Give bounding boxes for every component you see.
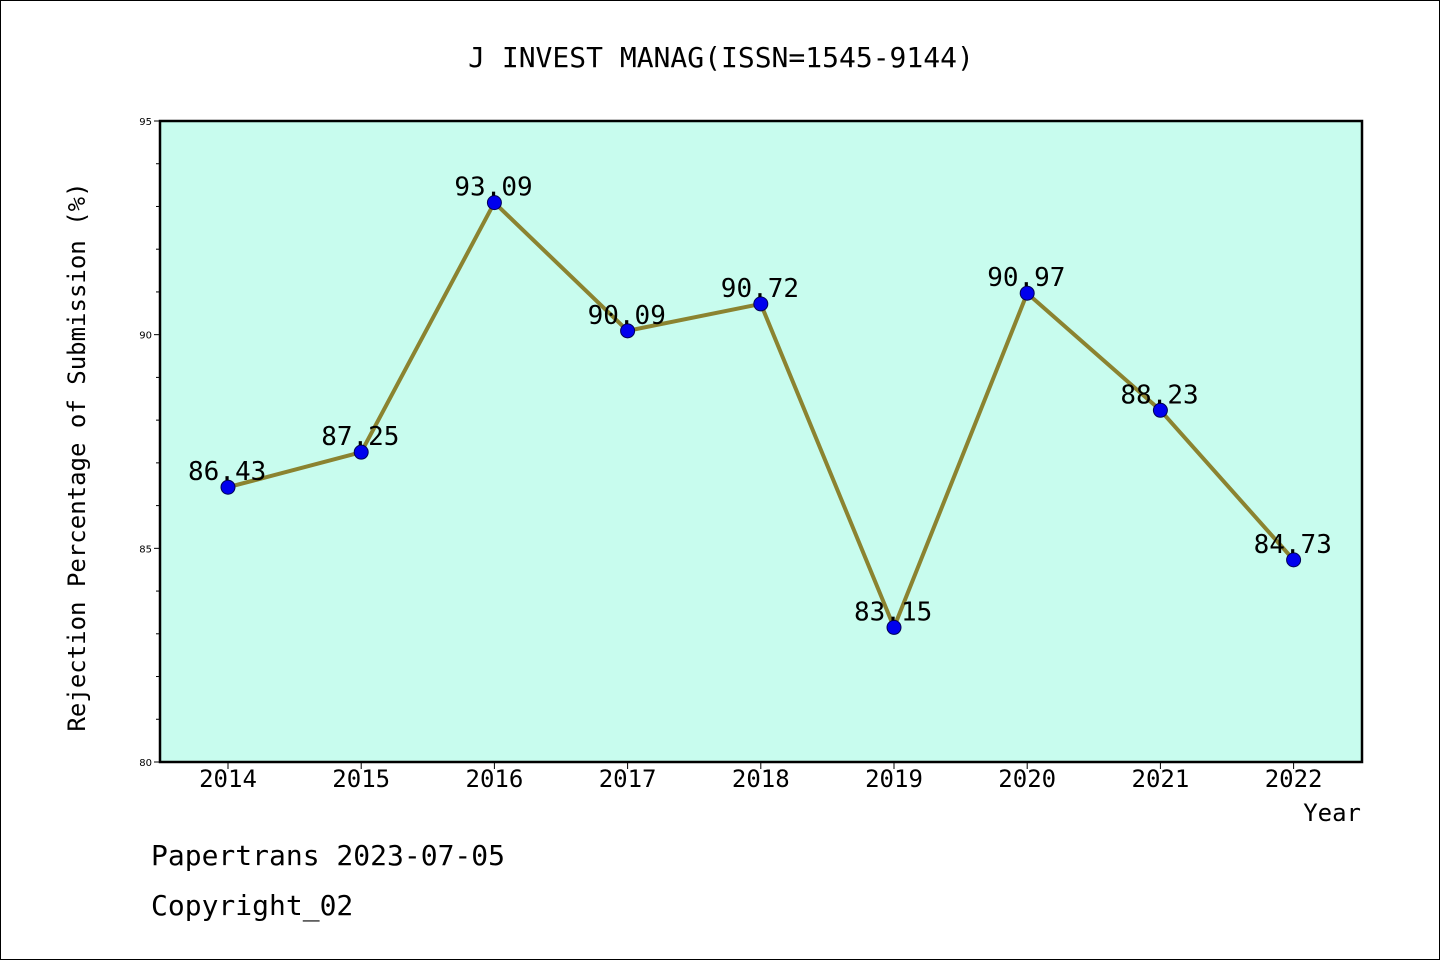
footer-copyright: Copyright_02 (151, 889, 353, 923)
data-point (620, 323, 636, 339)
x-tick-label: 2016 (466, 765, 524, 793)
data-point (1286, 552, 1302, 568)
y-tick-label: 95 (139, 117, 152, 128)
y-tick-label: 80 (139, 758, 152, 769)
data-point (220, 479, 236, 495)
plot-area (158, 119, 1364, 764)
data-label: 87.25 (321, 422, 399, 452)
data-point (353, 444, 369, 460)
series-layer: 86.43 87.25 93.09 90.09 90.72 83.15 90.97 88.23… (188, 173, 1332, 635)
data-label: 90.09 (588, 301, 666, 331)
x-axis-label: Year (1303, 799, 1361, 827)
data-point (753, 296, 769, 312)
footer-date: Papertrans 2023-07-05 (151, 839, 505, 872)
data-label: 88.23 (1120, 380, 1198, 410)
x-tick-label: 2015 (332, 765, 390, 793)
chart-title: J INVEST MANAG(ISSN=1545-9144) (468, 41, 974, 74)
data-point (486, 195, 502, 211)
data-label: 83.15 (854, 597, 932, 627)
y-axis: 80 85 90 95 (139, 117, 160, 769)
x-axis: 2014 2015 2016 2017 2018 2019 2020 2021 2022 (199, 762, 1322, 793)
data-point (1019, 285, 1035, 301)
x-tick-label: 2014 (199, 765, 257, 793)
y-axis-label: Rejection Percentage of Submission (%) (63, 182, 91, 731)
x-tick-label: 2021 (1132, 765, 1190, 793)
y-tick-label: 90 (139, 331, 152, 342)
data-label: 90.97 (987, 263, 1065, 293)
x-tick-label: 2022 (1265, 765, 1323, 793)
x-tick-label: 2017 (599, 765, 657, 793)
data-label: 90.72 (721, 274, 799, 304)
data-point (1152, 402, 1168, 418)
y-tick-label: 85 (139, 544, 152, 555)
x-tick-label: 2018 (732, 765, 790, 793)
data-point (886, 619, 902, 635)
data-label: 93.09 (454, 173, 532, 203)
x-tick-label: 2019 (865, 765, 923, 793)
x-tick-label: 2020 (998, 765, 1056, 793)
data-label: 86.43 (188, 457, 266, 487)
data-label: 84.73 (1254, 530, 1332, 560)
